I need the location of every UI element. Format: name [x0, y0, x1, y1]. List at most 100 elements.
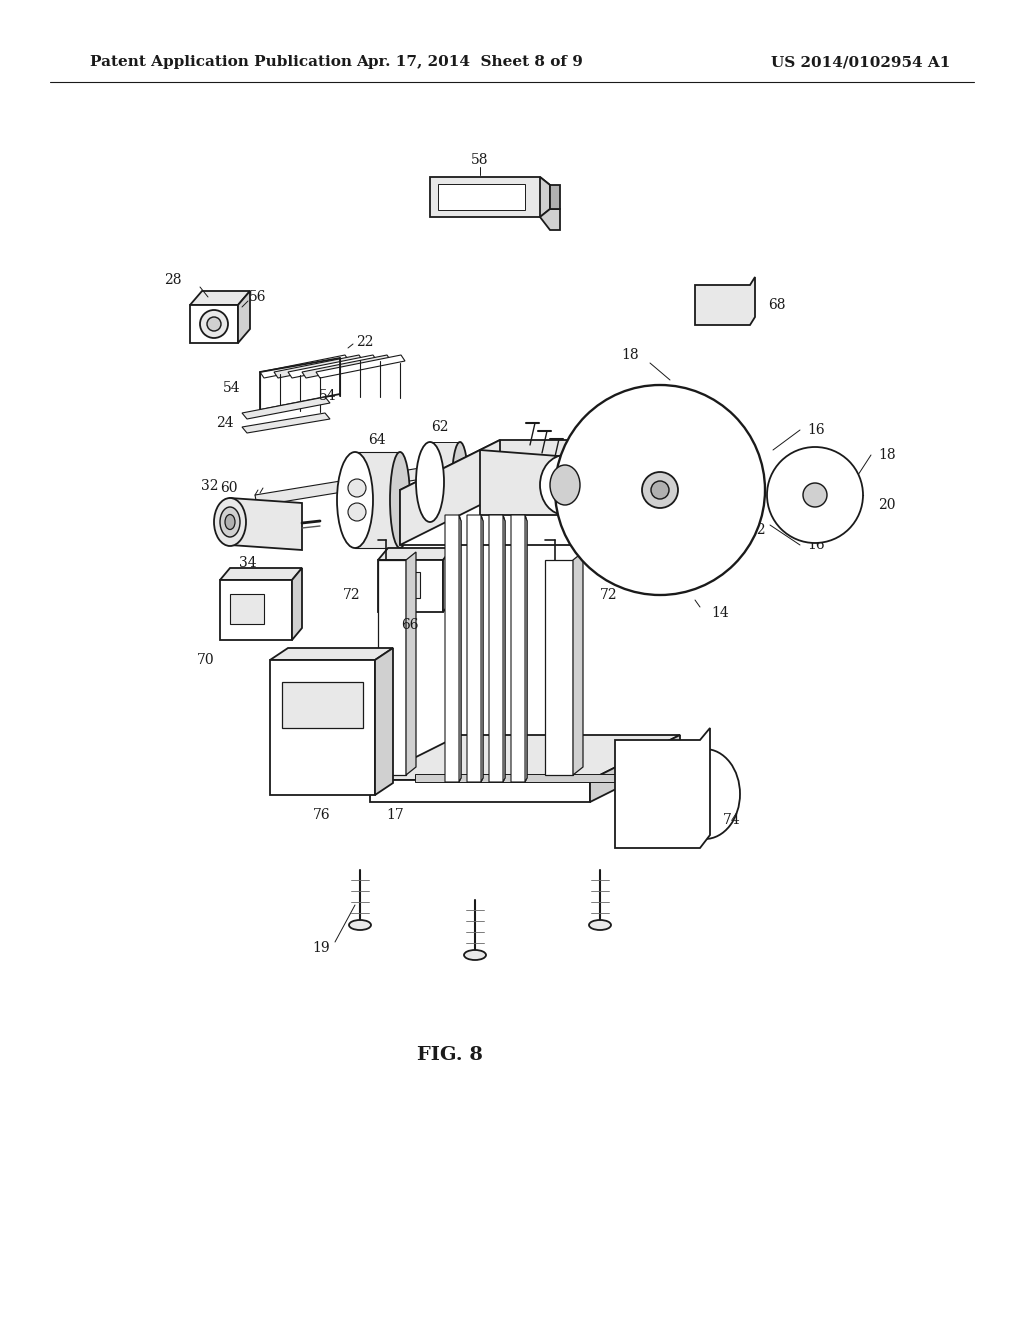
- Text: 18: 18: [878, 447, 896, 462]
- Polygon shape: [459, 515, 461, 781]
- Text: 58: 58: [471, 153, 488, 168]
- Text: 34: 34: [240, 556, 257, 570]
- Text: 54: 54: [223, 381, 241, 395]
- Text: 60: 60: [220, 480, 238, 495]
- Text: 52: 52: [601, 503, 618, 517]
- Polygon shape: [438, 183, 525, 210]
- Text: 76: 76: [313, 808, 331, 822]
- Polygon shape: [590, 735, 680, 803]
- Text: Patent Application Publication: Patent Application Publication: [90, 55, 352, 69]
- Text: 16: 16: [807, 539, 824, 552]
- Circle shape: [555, 385, 765, 595]
- Text: 54: 54: [319, 389, 337, 403]
- Text: 62: 62: [431, 420, 449, 434]
- Polygon shape: [220, 568, 302, 579]
- Polygon shape: [573, 552, 583, 775]
- Polygon shape: [480, 440, 625, 515]
- Polygon shape: [430, 177, 550, 216]
- Polygon shape: [370, 735, 680, 780]
- Text: FIG. 8: FIG. 8: [417, 1045, 483, 1064]
- Text: 72: 72: [342, 587, 360, 602]
- Polygon shape: [415, 774, 635, 781]
- Ellipse shape: [464, 950, 486, 960]
- Polygon shape: [467, 515, 483, 781]
- Polygon shape: [355, 451, 400, 548]
- Polygon shape: [270, 648, 393, 660]
- Polygon shape: [378, 548, 453, 560]
- Ellipse shape: [550, 465, 580, 506]
- Polygon shape: [230, 594, 264, 624]
- Polygon shape: [190, 290, 250, 305]
- Text: 32: 32: [201, 479, 218, 492]
- Polygon shape: [388, 572, 420, 598]
- Polygon shape: [242, 413, 330, 433]
- Polygon shape: [230, 498, 302, 550]
- Polygon shape: [288, 355, 377, 378]
- Polygon shape: [378, 560, 443, 612]
- Ellipse shape: [200, 310, 228, 338]
- Ellipse shape: [337, 451, 373, 548]
- Circle shape: [767, 447, 863, 543]
- Circle shape: [348, 479, 366, 498]
- Text: 24: 24: [216, 416, 233, 430]
- Circle shape: [803, 483, 827, 507]
- Text: 17: 17: [386, 808, 403, 822]
- Text: 16: 16: [807, 422, 824, 437]
- Text: 28: 28: [165, 273, 182, 286]
- Text: 56: 56: [249, 290, 266, 304]
- Text: 19: 19: [312, 941, 330, 954]
- Circle shape: [651, 480, 669, 499]
- Polygon shape: [238, 290, 250, 343]
- Polygon shape: [370, 780, 590, 803]
- Polygon shape: [260, 355, 349, 378]
- Polygon shape: [242, 397, 330, 418]
- Ellipse shape: [589, 920, 611, 931]
- Polygon shape: [525, 515, 527, 781]
- Text: 14: 14: [711, 606, 729, 620]
- Text: US 2014/0102954 A1: US 2014/0102954 A1: [771, 55, 950, 69]
- Text: 22: 22: [356, 335, 374, 348]
- Text: Apr. 17, 2014  Sheet 8 of 9: Apr. 17, 2014 Sheet 8 of 9: [356, 55, 584, 69]
- Polygon shape: [550, 185, 560, 209]
- Ellipse shape: [349, 920, 371, 931]
- Ellipse shape: [540, 455, 590, 515]
- Polygon shape: [481, 515, 483, 781]
- Polygon shape: [406, 552, 416, 775]
- Polygon shape: [615, 729, 710, 847]
- Circle shape: [642, 473, 678, 508]
- Circle shape: [348, 503, 366, 521]
- Text: 70: 70: [198, 653, 215, 667]
- Polygon shape: [400, 490, 640, 545]
- Ellipse shape: [225, 515, 234, 529]
- Polygon shape: [220, 579, 292, 640]
- Ellipse shape: [390, 451, 410, 548]
- Polygon shape: [255, 469, 422, 506]
- Text: 72: 72: [600, 587, 617, 602]
- Polygon shape: [540, 209, 560, 230]
- Polygon shape: [695, 277, 755, 325]
- Polygon shape: [282, 682, 362, 729]
- Text: 18: 18: [622, 348, 639, 362]
- Polygon shape: [378, 560, 406, 775]
- Polygon shape: [511, 515, 527, 781]
- Polygon shape: [503, 515, 505, 781]
- Polygon shape: [540, 177, 550, 216]
- Polygon shape: [292, 568, 302, 640]
- Polygon shape: [445, 515, 461, 781]
- Ellipse shape: [214, 498, 246, 546]
- Text: 66: 66: [401, 618, 419, 632]
- Polygon shape: [489, 515, 505, 781]
- Polygon shape: [316, 355, 406, 378]
- Text: 68: 68: [768, 298, 785, 312]
- Text: 74: 74: [723, 813, 740, 828]
- Polygon shape: [302, 355, 391, 378]
- Polygon shape: [190, 305, 238, 343]
- Polygon shape: [400, 440, 500, 545]
- Polygon shape: [274, 355, 362, 378]
- Polygon shape: [545, 560, 573, 775]
- Polygon shape: [375, 648, 393, 795]
- Text: 20: 20: [878, 498, 896, 512]
- Ellipse shape: [207, 317, 221, 331]
- Ellipse shape: [220, 507, 240, 537]
- Ellipse shape: [452, 442, 468, 521]
